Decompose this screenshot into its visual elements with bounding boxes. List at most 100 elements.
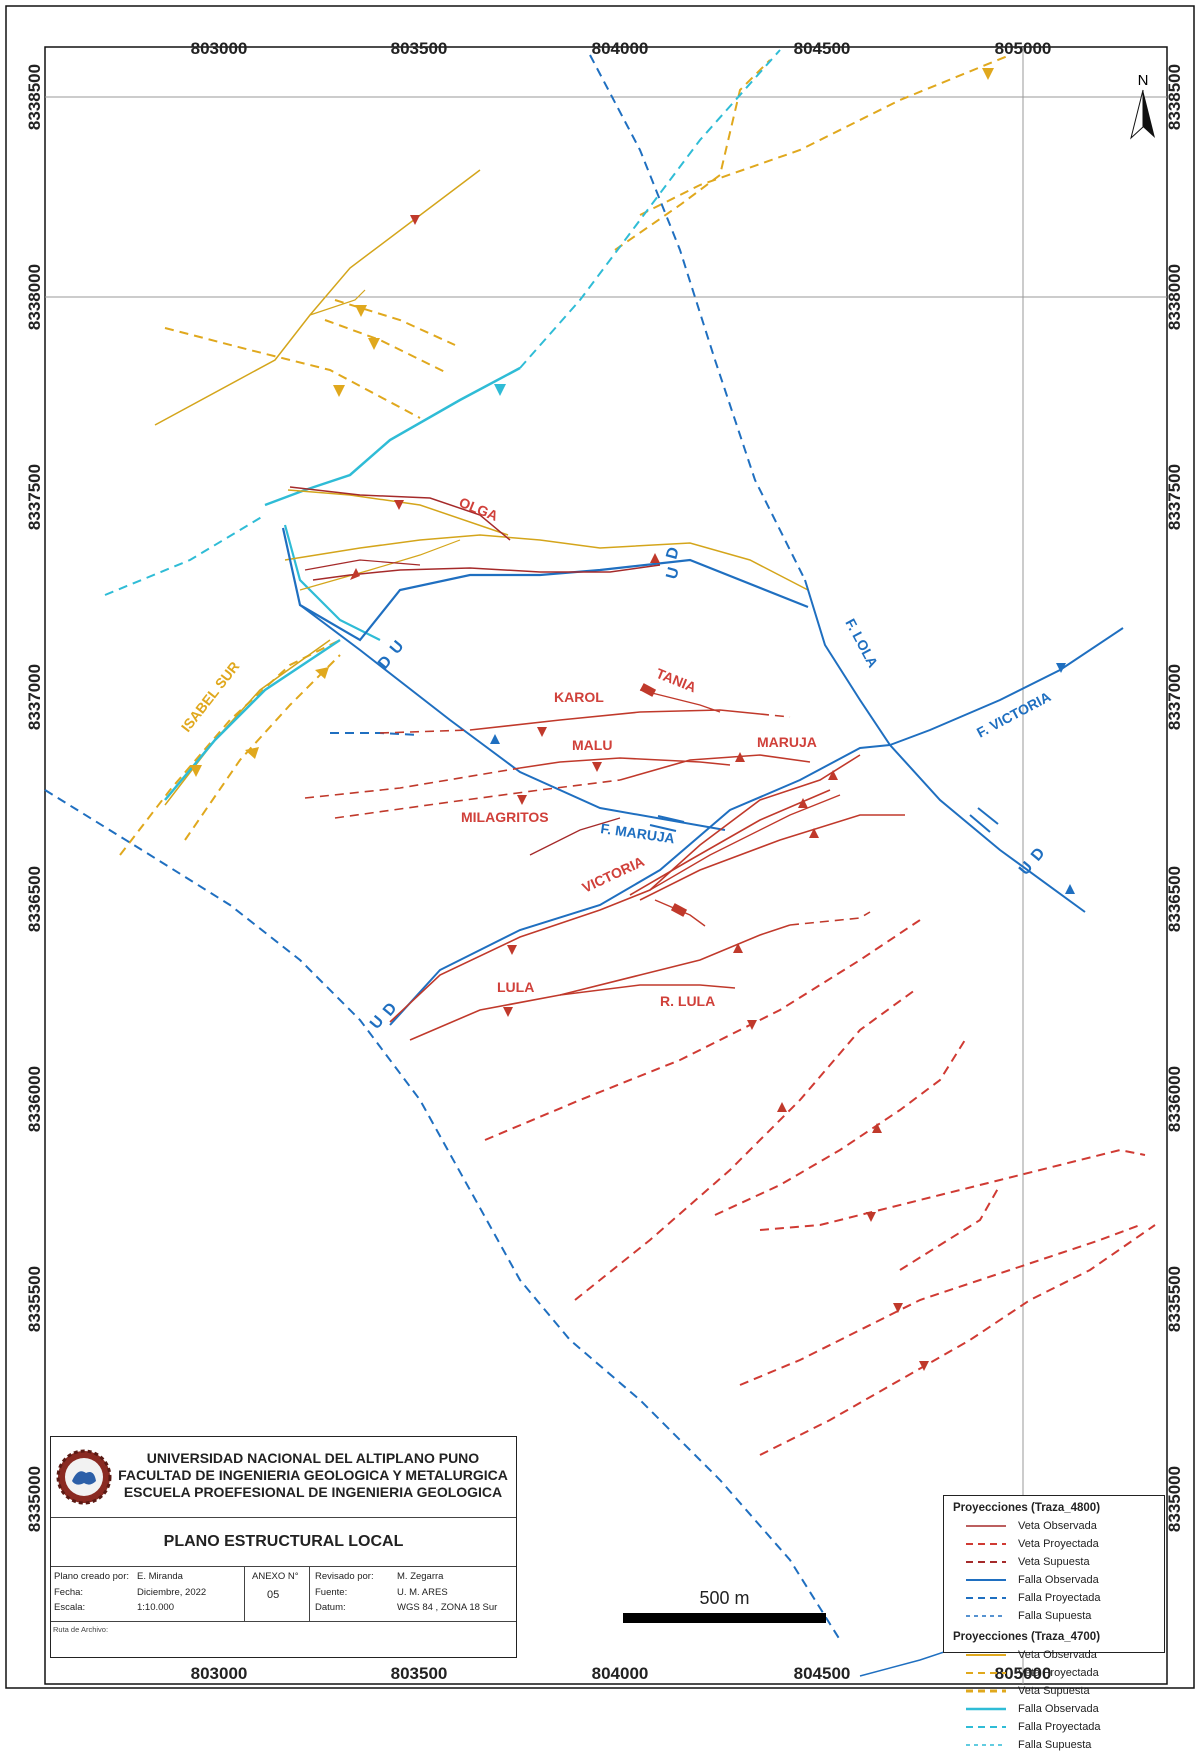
legend: Proyecciones (Traza_4800) Veta Observada… xyxy=(943,1495,1165,1751)
veta-observada xyxy=(312,564,661,581)
veta-observada-4700 xyxy=(284,534,809,591)
veta-supuesta xyxy=(739,1224,1141,1386)
dip-arrow xyxy=(355,305,367,317)
label-d: D xyxy=(663,545,682,561)
legend-label: Falla Observada xyxy=(1018,1703,1099,1715)
y-tick-right: 8336500 xyxy=(1165,866,1184,932)
legend-item: Falla Supuesta xyxy=(944,1736,1164,1754)
scale-bar: 500 m xyxy=(623,1588,826,1623)
creado-label: Plano creado por: xyxy=(54,1571,129,1582)
dip-arrow xyxy=(507,945,517,955)
traza-4700-layer xyxy=(104,49,1011,856)
label-karol: KAROL xyxy=(554,689,604,705)
falla-supuesta-sw xyxy=(44,789,841,1641)
dip-arrow xyxy=(828,770,838,780)
veta-proyectada xyxy=(714,1039,966,1216)
veta-proyectada xyxy=(574,989,916,1301)
dip-arrow xyxy=(919,1361,929,1371)
legend-label: Veta Observada xyxy=(1018,1520,1097,1532)
legend-label: Falla Proyectada xyxy=(1018,1592,1101,1604)
legend-label: Veta Supuesta xyxy=(1018,1685,1090,1697)
y-tick-left: 8337500 xyxy=(25,464,44,530)
x-tick-top: 803000 xyxy=(191,39,248,58)
dip-arrow xyxy=(809,828,819,838)
veta-malu-proyectada xyxy=(304,767,521,799)
x-tick-top: 804000 xyxy=(592,39,649,58)
label-maruja: MARUJA xyxy=(757,734,817,750)
x-tick-bottom: 805000 xyxy=(995,1664,1052,1683)
institution-name: UNIVERSIDAD NACIONAL DEL ALTIPLANO PUNO … xyxy=(113,1450,513,1501)
institution-line: ESCUELA PROEFESIONAL DE INGENIERIA GEOLO… xyxy=(123,1484,503,1500)
dip-arrow xyxy=(245,747,259,759)
veta-supuesta-4700 xyxy=(614,59,771,251)
legend-item: Veta Supuesta xyxy=(944,1553,1164,1571)
legend-item: Veta Proyectada xyxy=(944,1664,1164,1682)
veta-victoria-hw xyxy=(629,789,831,896)
veta-tania xyxy=(639,689,721,713)
falla-lola-supuesta xyxy=(589,54,806,581)
veta-proyectada xyxy=(484,919,921,1141)
legend-label: Veta Observada xyxy=(1018,1649,1097,1661)
strike-slip-arrow xyxy=(969,814,991,833)
y-tick-left: 8336000 xyxy=(25,1066,44,1132)
dip-arrow xyxy=(650,553,660,563)
veta-milagritos xyxy=(334,779,621,819)
dip-arrow xyxy=(872,1123,882,1133)
falla-victoria xyxy=(889,627,1124,746)
y-tick-right: 8338000 xyxy=(1165,264,1184,330)
veta-observada-4700 xyxy=(164,639,331,806)
dip-arrow xyxy=(982,68,994,80)
falla-observada-4700 xyxy=(264,366,521,507)
x-tick-bottom: 804000 xyxy=(592,1664,649,1683)
dip-arrow xyxy=(315,667,329,679)
map-frame xyxy=(44,46,1168,1685)
veta-observada xyxy=(304,559,421,571)
legend-title-4800: Proyecciones (Traza_4800) xyxy=(953,1502,1101,1514)
veta-malu xyxy=(519,757,731,769)
y-tick-right: 8335000 xyxy=(1165,1466,1184,1532)
dip-arrow xyxy=(490,734,500,744)
north-arrow-icon: N xyxy=(1126,72,1160,142)
label-lula: LULA xyxy=(497,979,534,995)
revisado-value: M. Zegarra xyxy=(397,1571,444,1582)
veta-observada-4700 xyxy=(309,289,366,316)
creado-value: E. Miranda xyxy=(137,1571,183,1582)
anexo-value: 05 xyxy=(267,1589,280,1601)
y-tick-right: 8337000 xyxy=(1165,664,1184,730)
scale-bar-graphic xyxy=(623,1613,826,1623)
dip-arrow xyxy=(503,1007,513,1017)
dip-arrow xyxy=(494,384,506,396)
dip-arrow xyxy=(517,795,527,805)
legend-item: Falla Supuesta xyxy=(944,1607,1164,1625)
x-tick-top: 805000 xyxy=(995,39,1052,58)
title-block: UNIVERSIDAD NACIONAL DEL ALTIPLANO PUNO … xyxy=(50,1436,517,1658)
legend-item: Falla Proyectada xyxy=(944,1718,1164,1736)
falla-observada-4700 xyxy=(164,638,341,801)
y-tick-left: 8338000 xyxy=(25,264,44,330)
veta-supuesta xyxy=(759,1224,1156,1456)
veta-observada xyxy=(529,817,621,856)
dip-arrow xyxy=(735,752,745,762)
falla-victoria-sw xyxy=(389,744,891,1026)
label-r-lula: R. LULA xyxy=(660,993,715,1009)
falla-norte xyxy=(281,527,809,642)
dip-arrow xyxy=(798,798,808,808)
dip-arrow xyxy=(333,385,345,397)
veta-lula-proyectada xyxy=(789,911,871,926)
veta-lula xyxy=(409,924,791,1041)
dip-arrow xyxy=(1065,884,1075,894)
dip-arrow xyxy=(368,338,380,350)
dip-arrow xyxy=(893,1303,903,1313)
escala-value: 1:10.000 xyxy=(137,1602,174,1613)
legend-item: Veta Observada xyxy=(944,1646,1164,1664)
y-tick-left: 8338500 xyxy=(25,64,44,130)
legend-item: Veta Supuesta xyxy=(944,1682,1164,1700)
x-tick-bottom: 803500 xyxy=(391,1664,448,1683)
legend-label: Veta Proyectada xyxy=(1018,1667,1099,1679)
outer-frame xyxy=(5,5,1195,1689)
label-milagritos: MILAGRITOS xyxy=(461,809,549,825)
falla-maruja xyxy=(299,604,726,831)
falla-observada-4700 xyxy=(283,524,381,641)
strike-slip-arrow xyxy=(977,807,999,825)
dip-arrow xyxy=(394,500,404,510)
